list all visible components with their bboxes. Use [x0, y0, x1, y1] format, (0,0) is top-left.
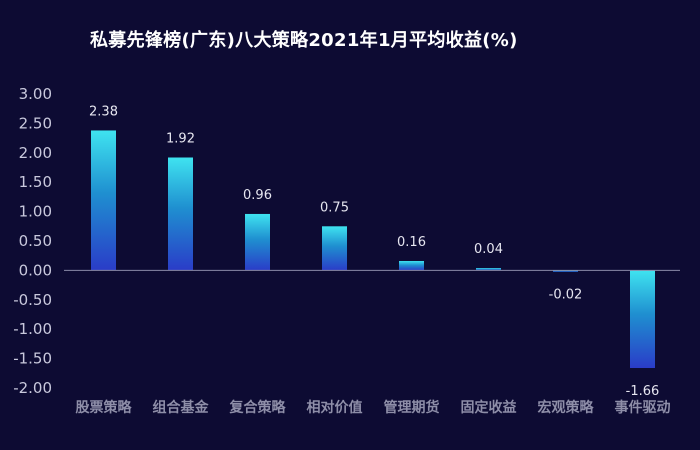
x-category-label: 事件驱动 — [615, 399, 671, 416]
data-label-8: -1.66 — [626, 384, 660, 399]
bar-2 — [168, 157, 193, 271]
bar-5 — [399, 260, 424, 271]
y-tick-label: 3.00 — [19, 85, 52, 103]
y-tick-label: 0.00 — [19, 261, 52, 279]
data-labels: 2.38 1.92 0.96 0.75 0.16 0.04 -0.02 -1.66 — [89, 104, 659, 399]
data-label-3: 0.96 — [243, 188, 272, 203]
chart-title: 私募先锋榜(广东)八大策略2021年1月平均收益(%) — [90, 30, 518, 51]
bars — [91, 130, 655, 369]
y-tick-label: -0.50 — [13, 291, 52, 309]
bar-7 — [553, 270, 578, 272]
y-tick-label: -1.00 — [13, 320, 52, 338]
y-tick-label: -2.00 — [13, 379, 52, 397]
x-category-label: 组合基金 — [153, 399, 210, 416]
data-label-4: 0.75 — [320, 200, 349, 215]
bar-8 — [630, 270, 655, 369]
bar-4 — [322, 226, 347, 271]
x-category-label: 固定收益 — [461, 399, 517, 416]
x-category-label: 宏观策略 — [538, 399, 595, 416]
x-axis: 股票策略 组合基金 复合策略 相对价值 管理期货 固定收益 宏观策略 事件驱动 — [64, 269, 680, 416]
data-label-6: 0.04 — [474, 242, 503, 257]
data-label-7: -0.02 — [549, 288, 583, 303]
data-label-2: 1.92 — [166, 132, 195, 147]
data-label-1: 2.38 — [89, 104, 118, 119]
bar-6 — [476, 268, 501, 271]
x-category-label: 管理期货 — [384, 399, 440, 416]
x-category-label: 股票策略 — [76, 399, 133, 416]
y-tick-label: 1.50 — [19, 173, 52, 191]
y-tick-label: 2.50 — [19, 114, 52, 132]
data-label-5: 0.16 — [397, 235, 426, 250]
bar-3 — [245, 213, 270, 271]
y-tick-label: 1.00 — [19, 203, 52, 221]
x-category-label: 相对价值 — [307, 399, 363, 416]
y-tick-label: 0.50 — [19, 232, 52, 250]
y-axis: 3.00 2.50 2.00 1.50 1.00 0.50 0.00 -0.50 -1.00 -1… — [13, 85, 52, 397]
y-tick-label: -1.50 — [13, 350, 52, 368]
y-tick-label: 2.00 — [19, 144, 52, 162]
bar-1 — [91, 130, 116, 271]
x-category-label: 复合策略 — [229, 399, 287, 416]
